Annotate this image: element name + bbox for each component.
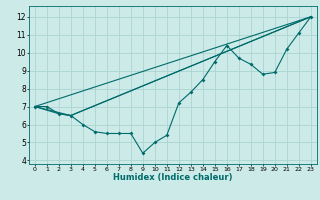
X-axis label: Humidex (Indice chaleur): Humidex (Indice chaleur) (113, 173, 233, 182)
